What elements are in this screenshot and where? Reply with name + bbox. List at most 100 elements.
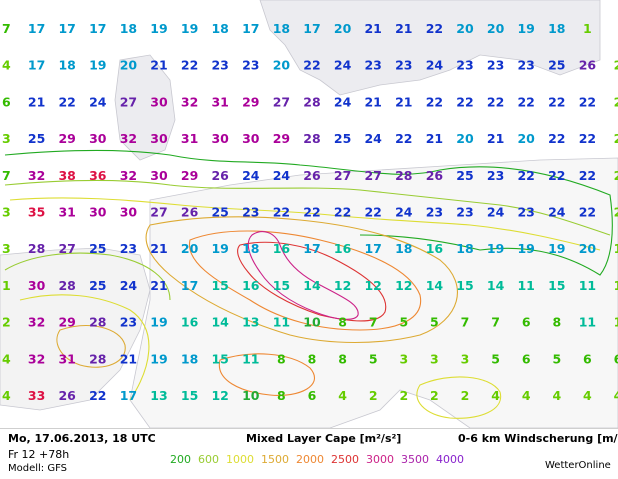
shear-value: 17 <box>303 21 320 36</box>
shear-value: 20 <box>579 241 597 256</box>
shear-value: 7 <box>2 21 11 36</box>
shear-value: 4 <box>552 388 561 403</box>
shear-value: 24 <box>242 168 260 183</box>
shear-value: 2 <box>430 388 439 403</box>
landmass-iberia <box>0 247 151 411</box>
shear-value: 36 <box>89 168 107 183</box>
shear-value: 21 <box>364 21 381 36</box>
shear-value: 11 <box>517 278 534 293</box>
contour-600 <box>4 179 611 301</box>
shear-value: 22 <box>548 94 565 109</box>
shear-value: 31 <box>181 131 198 146</box>
landmass-europe <box>129 157 618 428</box>
shear-value: 22 <box>426 21 443 36</box>
shear-value: 4 <box>491 388 500 403</box>
shear-value: 26 <box>426 168 444 183</box>
shear-value: 17 <box>28 21 45 36</box>
shear-value: 14 <box>487 278 505 293</box>
shear-value: 31 <box>211 94 228 109</box>
shear-value: 7 <box>2 168 11 183</box>
contour-small-3 <box>416 376 502 419</box>
shear-value: 7 <box>461 315 470 330</box>
shear-value: 28 <box>89 351 106 366</box>
shear-value: 19 <box>150 21 167 36</box>
contour-small-1 <box>56 325 126 368</box>
shear-value: 22 <box>364 205 381 220</box>
shear-value: 32 <box>181 94 198 109</box>
shear-value: 3 <box>2 205 11 220</box>
shear-value: 26 <box>58 388 76 403</box>
shear-value: 15 <box>273 278 290 293</box>
cape-contours <box>4 149 613 419</box>
shear-value: 19 <box>181 21 198 36</box>
shear-value: 19 <box>517 21 534 36</box>
shear-value: 17 <box>28 58 45 73</box>
shear-value: 18 <box>395 241 412 256</box>
shear-value: 5 <box>399 315 408 330</box>
shear-value: 23 <box>426 205 443 220</box>
shear-value: 4 <box>338 388 347 403</box>
shear-value: 4 <box>614 388 618 403</box>
shear-value: 17 <box>89 21 106 36</box>
shear-value: 24 <box>426 58 444 73</box>
shear-value: 32 <box>28 315 45 330</box>
shear-value: 2 <box>614 131 618 146</box>
shear-value: 23 <box>487 58 504 73</box>
shear-value: 19 <box>150 351 167 366</box>
shear-value: 33 <box>28 388 45 403</box>
shear-value: 26 <box>303 168 321 183</box>
landmass-scandinavia <box>259 0 601 96</box>
shear-value: 32 <box>120 131 137 146</box>
shear-value: 32 <box>28 351 45 366</box>
shear-value: 22 <box>579 131 596 146</box>
shear-value: 26 <box>181 205 199 220</box>
shear-value: 29 <box>58 315 75 330</box>
shear-value: 25 <box>28 131 45 146</box>
shear-value: 24 <box>548 205 566 220</box>
shear-value: 22 <box>303 205 320 220</box>
shear-value: 18 <box>181 351 198 366</box>
shear-value: 22 <box>426 94 443 109</box>
shear-value: 12 <box>334 278 351 293</box>
shear-value: 24 <box>120 278 138 293</box>
shear-value: 15 <box>181 388 198 403</box>
shear-value: 27 <box>273 94 290 109</box>
shear-value: 21 <box>150 58 167 73</box>
landmass-uk <box>114 54 176 161</box>
shear-value: 22 <box>395 131 412 146</box>
shear-value: 17 <box>364 241 381 256</box>
contour-2000 <box>188 230 422 331</box>
forecast-step: Fr 12 +78h <box>8 448 70 461</box>
shear-value: 18 <box>548 21 565 36</box>
shear-value: 4 <box>2 388 11 403</box>
shear-value: 27 <box>334 168 351 183</box>
shear-value: 30 <box>150 131 168 146</box>
shear-value: 28 <box>303 94 320 109</box>
shear-value: 29 <box>58 131 75 146</box>
shear-value: 16 <box>334 241 352 256</box>
shear-value: 2 <box>369 388 378 403</box>
shear-value: 30 <box>242 131 260 146</box>
shear-value: 28 <box>395 168 412 183</box>
shear-value: 4 <box>522 388 531 403</box>
shear-value: 26 <box>211 168 229 183</box>
shear-value: 22 <box>303 58 320 73</box>
shear-value: 25 <box>548 58 565 73</box>
shear-value: 16 <box>426 241 444 256</box>
shear-value: 23 <box>517 58 534 73</box>
shear-value: 5 <box>430 315 439 330</box>
shear-value: 21 <box>487 131 504 146</box>
shear-value: 22 <box>334 205 351 220</box>
shear-value: 22 <box>579 94 596 109</box>
shear-value: 18 <box>273 21 290 36</box>
shear-value: 25 <box>334 131 351 146</box>
shear-value: 11 <box>273 315 290 330</box>
shear-value: 26 <box>579 58 597 73</box>
shear-value: 3 <box>399 351 408 366</box>
shear-value: 21 <box>395 21 412 36</box>
shear-value: 19 <box>89 58 106 73</box>
shear-value: 12 <box>364 278 381 293</box>
shear-value: 28 <box>58 278 75 293</box>
shear-value: 13 <box>242 315 259 330</box>
shear-value: 6 <box>583 351 592 366</box>
